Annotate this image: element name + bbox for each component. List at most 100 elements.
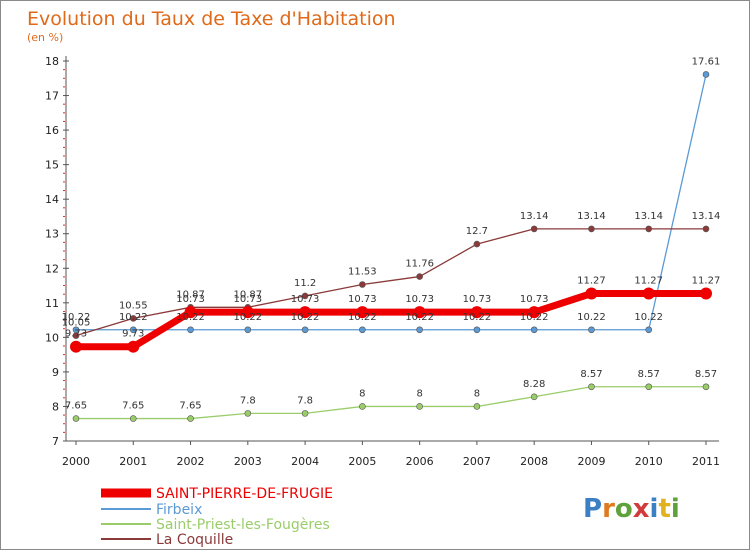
data-point — [356, 306, 369, 319]
data-point — [416, 273, 423, 280]
data-label: 17.61 — [692, 56, 721, 67]
data-label: 12.7 — [466, 226, 488, 237]
y-tick-label: 14 — [45, 193, 59, 206]
data-point — [645, 225, 653, 233]
series-line-1 — [76, 74, 707, 331]
x-tick-label: 2009 — [577, 455, 605, 468]
data-point — [530, 225, 538, 233]
data-label: 10.73 — [233, 294, 262, 305]
data-label: 13.14 — [692, 211, 721, 222]
legend-label: Firbeix — [156, 502, 202, 518]
data-point — [702, 383, 710, 391]
chart-title: Evolution du Taux de Taxe d'Habitation — [27, 8, 396, 30]
data-label: 10.22 — [634, 312, 663, 323]
data-point — [241, 306, 254, 319]
data-label: 10.73 — [176, 294, 205, 305]
x-tick-label: 2000 — [62, 455, 90, 468]
data-labels: 10.22 10.22 10.22 10.22 10.22 10.22 10.22 10.22… — [62, 56, 721, 411]
data-label: 7.65 — [122, 401, 144, 412]
data-label: 10.73 — [348, 294, 377, 305]
proxiti-logo: Proxiti — [583, 494, 680, 524]
data-label: 10.73 — [463, 294, 492, 305]
data-point — [129, 315, 137, 322]
data-label: 7.8 — [240, 395, 256, 406]
data-point — [473, 240, 481, 248]
data-label: 10.22 — [119, 312, 148, 323]
data-label: 11.2 — [294, 278, 316, 289]
data-point — [588, 383, 595, 391]
data-label: 10.22 — [577, 312, 606, 323]
legend-label: Saint-Priest-les-Fougères — [156, 517, 330, 533]
legend: SAINT-PIERRE-DE-FRUGIEFirbeixSaint-Pries… — [101, 486, 333, 548]
data-label: 11.27 — [634, 275, 663, 286]
data-label: 10.87 — [176, 289, 205, 300]
y-tick-label: 16 — [45, 124, 59, 137]
data-label: 7.65 — [65, 401, 87, 412]
data-point — [187, 326, 194, 334]
data-point — [299, 306, 312, 319]
data-label: 8.28 — [523, 379, 545, 390]
data-point — [473, 403, 481, 410]
data-point — [416, 403, 423, 410]
x-tick-label: 2003 — [234, 455, 262, 468]
x-tick-label: 2002 — [177, 455, 205, 468]
y-tick-label: 15 — [45, 159, 59, 172]
x-tick-label: 2010 — [635, 455, 663, 468]
data-label: 10.22 — [348, 312, 377, 323]
data-point — [127, 340, 140, 353]
data-label: 10.22 — [463, 312, 492, 323]
data-point — [129, 415, 137, 422]
data-label: 10.22 — [405, 312, 434, 323]
y-tick-label: 11 — [45, 297, 59, 310]
data-point — [470, 306, 483, 319]
chart-subtitle: (en %) — [27, 31, 63, 44]
legend-label: SAINT-PIERRE-DE-FRUGIE — [156, 486, 333, 502]
y-tick-label: 12 — [45, 262, 59, 275]
data-point — [359, 281, 366, 288]
x-tick-label: 2008 — [520, 455, 548, 468]
data-label: 13.14 — [577, 211, 606, 222]
data-point — [301, 292, 309, 300]
logo-text: Proxiti — [583, 494, 680, 524]
data-point — [642, 287, 655, 300]
x-tick-label: 2004 — [291, 455, 319, 468]
x-tick-label: 2007 — [463, 455, 491, 468]
data-label: 13.14 — [634, 211, 663, 222]
data-point — [72, 415, 80, 422]
series-line-3 — [75, 228, 706, 337]
data-point — [700, 287, 712, 300]
data-label: 8 — [416, 388, 422, 399]
data-label: 10.22 — [520, 312, 549, 323]
data-point — [702, 71, 710, 78]
data-point — [359, 326, 366, 334]
series-line-2 — [76, 386, 706, 420]
y-tick-label: 10 — [45, 331, 59, 344]
data-label: 8.57 — [580, 369, 602, 380]
y-tick-label: 7 — [52, 435, 59, 448]
data-point — [301, 410, 309, 417]
data-label: 11.27 — [577, 275, 606, 286]
data-label: 10.22 — [233, 312, 262, 323]
data-point — [244, 326, 252, 334]
data-label: 10.87 — [233, 289, 262, 300]
y-tick-label: 9 — [52, 366, 59, 379]
x-tick-label: 2001 — [119, 455, 147, 468]
data-label: 7.65 — [179, 401, 201, 412]
data-point — [244, 410, 252, 417]
data-point — [187, 415, 194, 422]
series-lines — [70, 71, 712, 422]
data-point — [585, 287, 598, 300]
data-label: 8.57 — [695, 369, 717, 380]
axes: 7 8 9 10 11 12 13 14 15 16 17 18 2000 2001 2002 2003 200… — [45, 55, 720, 468]
data-label: 10.73 — [291, 294, 320, 305]
data-point — [645, 383, 653, 391]
data-point — [473, 326, 481, 334]
data-point — [129, 326, 137, 334]
data-point — [184, 306, 197, 319]
data-point — [72, 332, 80, 339]
data-label: 8 — [359, 388, 365, 399]
series-line-0 — [76, 289, 706, 351]
data-point — [70, 340, 82, 353]
